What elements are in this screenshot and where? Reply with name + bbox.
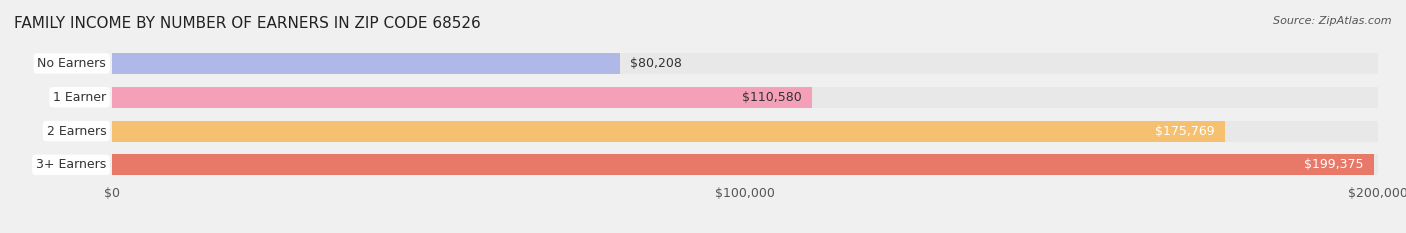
Bar [112,121,1378,141]
Text: $110,580: $110,580 [742,91,801,104]
Bar [112,53,1378,74]
Bar [112,154,1378,175]
Text: Source: ZipAtlas.com: Source: ZipAtlas.com [1274,16,1392,26]
Text: No Earners: No Earners [38,57,107,70]
Bar [112,154,1374,175]
Bar [112,53,620,74]
Text: $175,769: $175,769 [1154,125,1215,137]
Text: 1 Earner: 1 Earner [53,91,107,104]
Bar [112,87,1378,108]
Text: $199,375: $199,375 [1305,158,1364,171]
Text: $80,208: $80,208 [630,57,682,70]
Bar [112,121,1225,141]
Text: 3+ Earners: 3+ Earners [37,158,107,171]
Text: FAMILY INCOME BY NUMBER OF EARNERS IN ZIP CODE 68526: FAMILY INCOME BY NUMBER OF EARNERS IN ZI… [14,16,481,31]
Text: 2 Earners: 2 Earners [46,125,107,137]
Bar [112,87,813,108]
